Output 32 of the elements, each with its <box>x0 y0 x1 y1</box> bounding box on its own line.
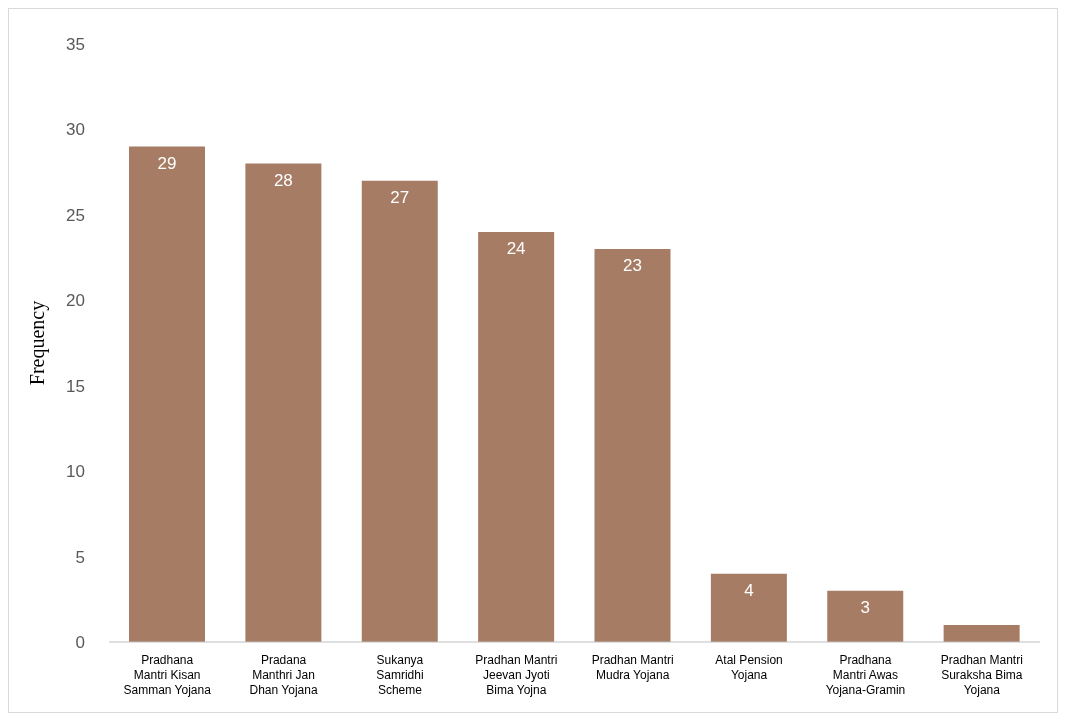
data-label: 28 <box>273 170 293 190</box>
y-tick-label: 15 <box>66 376 85 396</box>
y-tick-label: 30 <box>66 120 85 140</box>
data-label: 23 <box>623 256 642 276</box>
bar <box>827 590 904 642</box>
y-tick-label: 0 <box>75 633 85 653</box>
y-tick-label: 5 <box>75 547 85 567</box>
y-tick-label: 10 <box>66 462 85 482</box>
data-label: 24 <box>506 239 526 259</box>
x-tick-label: Atal Pension Yojana <box>715 653 783 682</box>
x-tick-label: Pradhan Mantri Mudra Yojana <box>591 653 674 682</box>
bar <box>245 163 322 642</box>
x-tick-label: Pradhan Mantri Suraksha Bima Yojana <box>940 653 1023 697</box>
y-tick-label: 25 <box>66 205 85 225</box>
bar <box>594 249 671 642</box>
x-tick-label: Sukanya Samridhi Scheme <box>376 653 424 697</box>
bar <box>710 573 787 642</box>
bar <box>129 146 205 642</box>
bar <box>361 180 438 642</box>
x-tick-label: Pradana Manthri Jan Dhan Yojana <box>249 653 318 697</box>
y-axis-title: Frequency <box>26 300 50 386</box>
bar <box>943 624 1020 642</box>
x-tick-label: Pradhana Mantri Kisan Samman Yojana <box>123 653 212 697</box>
x-tick-label: Pradhana Mantri Awas Yojana-Gramin <box>825 653 906 697</box>
data-label: 3 <box>860 597 870 617</box>
bar <box>478 231 555 642</box>
data-label: 4 <box>744 580 754 600</box>
y-tick-label: 35 <box>66 35 85 55</box>
data-label: 29 <box>157 153 177 173</box>
data-label: 27 <box>390 187 410 207</box>
x-tick-label: Pradhan Mantri Jeevan Jyoti Bima Yojna <box>475 653 558 697</box>
y-tick-label: 20 <box>66 291 85 311</box>
